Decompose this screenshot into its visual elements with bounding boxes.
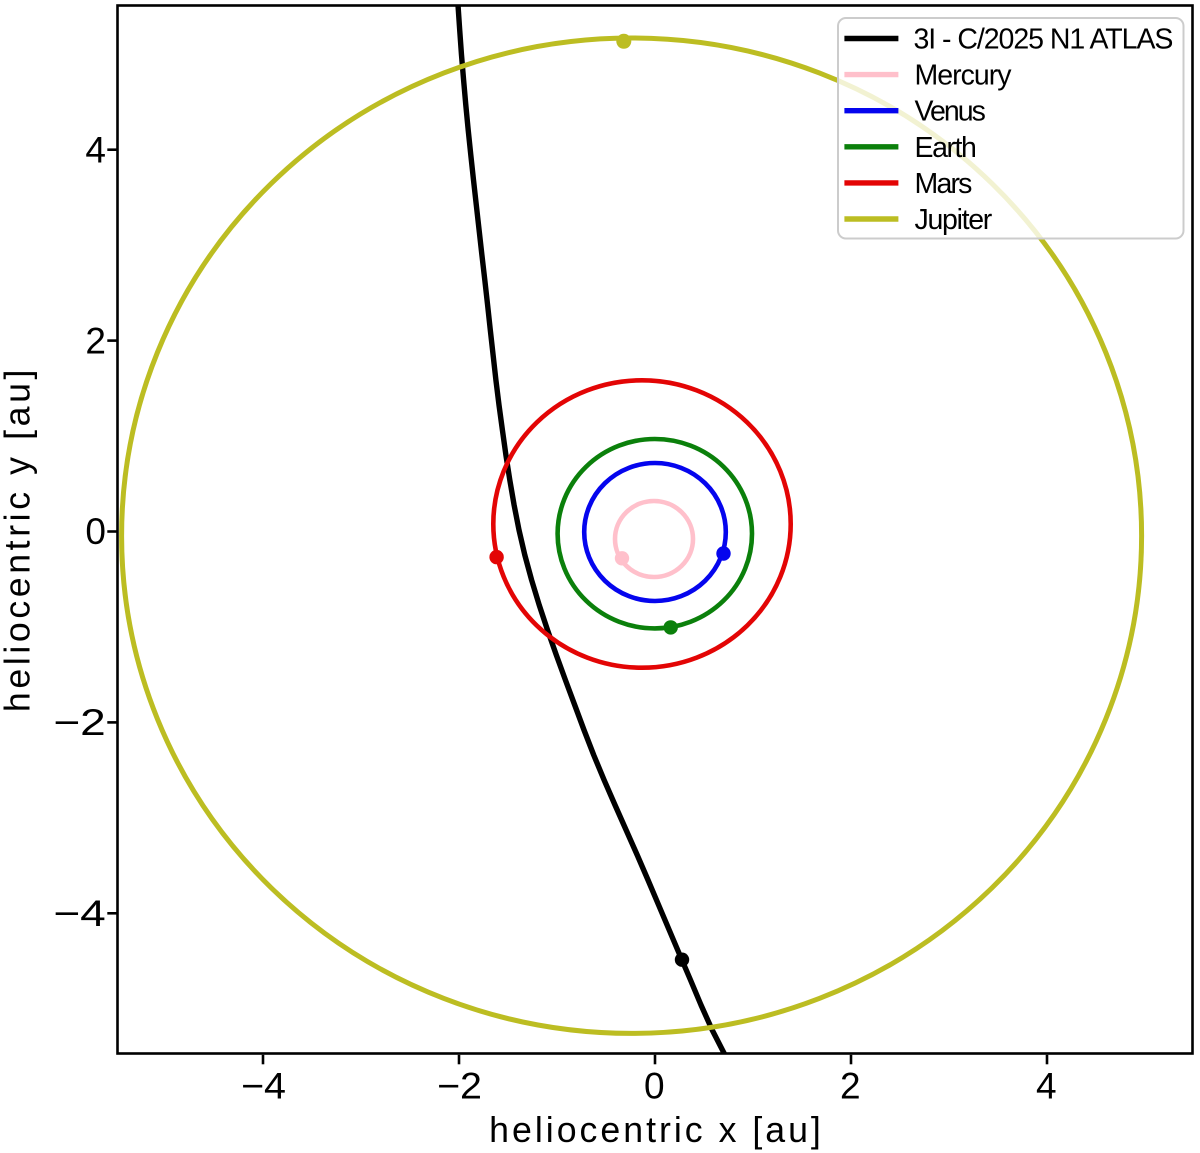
svg-text:−2: −2	[437, 1066, 482, 1107]
svg-text:2: 2	[840, 1066, 862, 1107]
svg-text:heliocentric x [au]: heliocentric x [au]	[489, 1110, 824, 1150]
svg-text:−4: −4	[53, 893, 106, 934]
svg-text:0: 0	[85, 511, 107, 552]
svg-text:Mercury: Mercury	[915, 60, 1013, 92]
svg-text:Mars: Mars	[915, 168, 973, 200]
svg-text:Venus: Venus	[915, 96, 986, 128]
svg-text:Earth: Earth	[915, 132, 976, 164]
svg-text:4: 4	[85, 129, 107, 170]
svg-text:heliocentric y [au]: heliocentric y [au]	[0, 366, 38, 712]
svg-text:−2: −2	[53, 702, 106, 743]
svg-text:−4: −4	[241, 1066, 286, 1107]
svg-text:2: 2	[85, 320, 107, 361]
svg-text:0: 0	[644, 1066, 666, 1107]
svg-text:Jupiter: Jupiter	[915, 204, 993, 236]
svg-text:4: 4	[1036, 1066, 1058, 1107]
svg-text:3I - C/2025 N1 ATLAS: 3I - C/2025 N1 ATLAS	[914, 24, 1173, 56]
